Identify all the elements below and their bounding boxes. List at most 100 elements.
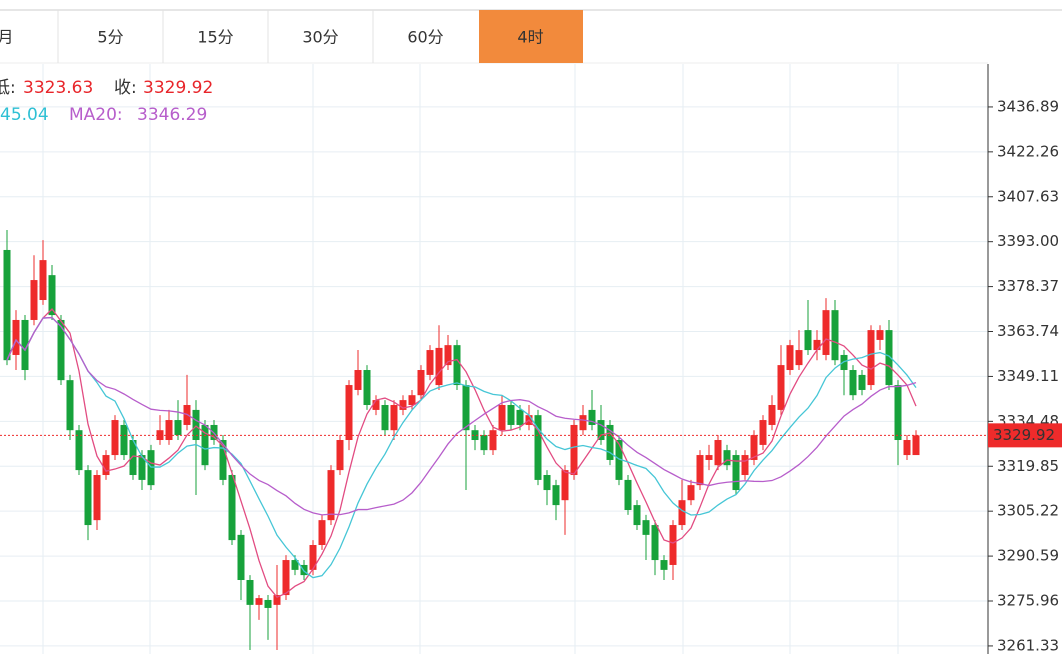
ma10-value: 45.04 [0,105,49,125]
candle-body [363,370,371,406]
candle-body [120,424,128,456]
y-tick-label: 3275.96 [997,592,1059,610]
candle-body [786,345,794,371]
candle-body [561,470,569,501]
candle-body [246,580,254,605]
candle-body [795,350,803,366]
candle-body [201,424,209,466]
candle-body [372,400,380,410]
candle-body [903,440,911,456]
candle-body [30,280,38,320]
candle-body [633,505,641,526]
candle-body [48,275,56,316]
candle-body [12,319,20,355]
candle-body [894,385,902,441]
candle-body [822,310,830,355]
candle-body [354,370,362,390]
close-label: 收: [114,78,137,98]
candle-body [84,470,92,526]
y-tick-label: 3407.63 [997,187,1059,205]
y-tick-label: 3393.00 [997,232,1059,250]
candle-body [840,354,848,371]
close-value: 3329.92 [143,78,213,98]
candle-body [624,479,632,511]
y-tick-label: 3378.37 [997,277,1059,295]
candle-body [705,455,713,460]
tab-active-bg [479,10,583,63]
tab-label[interactable]: 4时 [517,28,543,47]
candle-body [768,405,776,425]
candle-body [336,440,344,471]
moving-average-line [6,316,917,579]
candle-body [516,409,524,425]
candle-body [39,260,47,301]
candle-body [390,405,398,431]
candle-body [129,440,137,476]
candle-body [111,420,119,456]
candle-body [867,330,875,386]
candle-body [750,435,758,460]
candle-body [93,475,101,521]
candle-body [381,405,389,431]
candle-body [579,415,587,431]
candle-body [219,440,227,480]
candle-body [813,339,821,351]
candle-body [687,485,695,501]
candle-body [138,455,146,480]
vertical-grid [42,64,899,654]
candle-body [471,430,479,441]
candle-body [615,440,623,480]
candle-body [660,560,668,570]
candle-body [75,430,83,471]
y-tick-label: 3290.59 [997,547,1059,565]
candle-body [66,380,74,431]
candle-body [408,395,416,406]
candle-body [489,430,497,451]
candle-body [732,455,740,491]
candle-body [498,405,506,431]
candle-body [174,420,182,436]
tab-label[interactable]: 60分 [407,28,443,47]
candle-body [714,440,722,466]
candle-body [345,385,353,441]
candle-body [273,595,281,605]
candle-body [570,424,578,476]
low-value: 3323.63 [23,78,93,98]
candle-body [723,450,731,466]
tab-label[interactable]: 30分 [302,28,338,47]
candle-body [192,409,200,441]
candle-body [255,598,263,605]
last-price-box [988,423,1062,448]
low-label: 低: [0,78,16,98]
candle-body [264,599,272,608]
candle-body [327,470,335,521]
candle-body [651,525,659,561]
candle-body [858,374,866,390]
candle-body [543,475,551,491]
candle-body [678,500,686,526]
candle-body [849,370,857,396]
candle-body [462,385,470,431]
ma20-value: 3346.29 [137,105,207,125]
candle-body [309,545,317,570]
candle-body [291,560,299,570]
candle-body [642,520,650,535]
candle-body [759,420,767,445]
tab-label[interactable]: 15分 [197,28,233,47]
y-tick-label: 3436.89 [997,97,1059,115]
candle-body [534,415,542,480]
candle-body [417,370,425,396]
candle-body [831,310,839,361]
candle-body [804,330,812,351]
tab-label[interactable]: 月 [0,28,14,47]
candle-body [228,475,236,541]
tab-label[interactable]: 5分 [97,28,123,47]
candle-body [318,520,326,546]
y-tick-label: 3261.33 [997,636,1059,654]
y-tick-label: 3305.22 [997,502,1059,520]
candle-body [444,345,452,366]
candle-body [669,525,677,565]
candle-body [606,424,614,460]
candle-body [102,455,110,476]
